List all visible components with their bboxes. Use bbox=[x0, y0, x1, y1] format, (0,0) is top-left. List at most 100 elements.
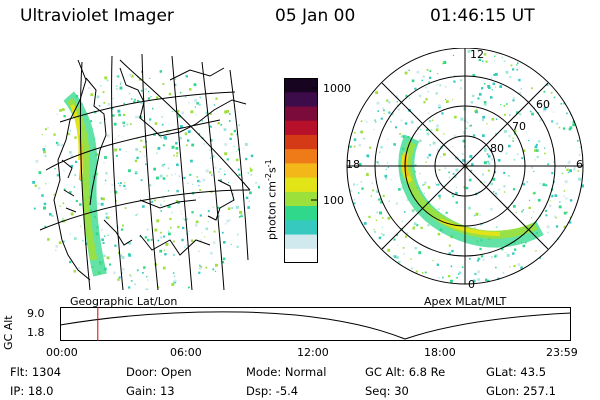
emission-speck bbox=[356, 183, 359, 186]
emission-speck bbox=[453, 175, 457, 178]
emission-speck bbox=[349, 145, 352, 148]
emission-speck bbox=[387, 216, 391, 220]
emission-speck bbox=[485, 278, 488, 281]
emission-speck bbox=[569, 199, 573, 202]
emission-speck bbox=[90, 93, 94, 97]
emission-speck bbox=[505, 252, 507, 253]
emission-speck bbox=[159, 133, 162, 136]
emission-speck bbox=[425, 86, 427, 89]
emission-speck bbox=[513, 158, 516, 161]
emission-speck bbox=[69, 191, 72, 194]
emission-speck bbox=[512, 68, 515, 71]
emission-speck bbox=[503, 104, 506, 107]
emission-speck bbox=[403, 253, 405, 255]
emission-speck bbox=[512, 140, 514, 142]
mlt-label-6: 6 bbox=[576, 158, 583, 171]
emission-speck bbox=[144, 236, 147, 239]
emission-speck bbox=[119, 83, 121, 85]
emission-speck bbox=[406, 198, 410, 201]
emission-speck bbox=[560, 103, 563, 105]
emission-speck bbox=[375, 219, 378, 221]
emission-speck bbox=[174, 279, 177, 283]
emission-speck bbox=[209, 125, 212, 127]
emission-speck bbox=[500, 104, 502, 106]
emission-speck bbox=[218, 170, 220, 173]
emission-speck bbox=[160, 210, 162, 212]
emission-speck bbox=[135, 170, 138, 173]
emission-speck bbox=[176, 155, 178, 157]
emission-speck bbox=[405, 232, 408, 235]
altitude-curve bbox=[60, 311, 572, 340]
emission-speck bbox=[73, 186, 75, 188]
emission-speck bbox=[135, 148, 139, 151]
emission-speck bbox=[104, 183, 106, 185]
emission-speck bbox=[468, 175, 470, 178]
emission-speck bbox=[119, 184, 121, 187]
emission-speck bbox=[533, 192, 536, 195]
emission-speck bbox=[63, 169, 65, 172]
emission-speck bbox=[157, 286, 160, 289]
emission-speck bbox=[139, 151, 141, 153]
emission-speck bbox=[230, 243, 232, 246]
emission-speck bbox=[128, 254, 132, 257]
emission-speck bbox=[568, 127, 572, 131]
emission-speck bbox=[249, 168, 253, 172]
emission-speck bbox=[484, 83, 486, 85]
emission-speck bbox=[179, 91, 182, 94]
emission-speck bbox=[424, 181, 427, 184]
emission-speck bbox=[255, 182, 257, 184]
emission-speck bbox=[173, 275, 176, 278]
emission-speck bbox=[103, 162, 105, 164]
emission-speck bbox=[534, 159, 536, 161]
emission-speck bbox=[127, 242, 130, 244]
emission-speck bbox=[384, 177, 388, 180]
emission-speck bbox=[428, 153, 431, 157]
emission-speck bbox=[581, 184, 584, 188]
emission-speck bbox=[153, 167, 156, 171]
emission-speck bbox=[383, 109, 385, 112]
emission-speck bbox=[47, 238, 50, 241]
emission-speck bbox=[398, 188, 401, 191]
emission-speck bbox=[106, 79, 109, 82]
emission-speck bbox=[483, 102, 487, 106]
emission-speck bbox=[196, 102, 199, 105]
emission-speck bbox=[79, 203, 82, 206]
emission-speck bbox=[462, 131, 466, 134]
emission-speck bbox=[470, 169, 473, 172]
emission-speck bbox=[467, 49, 471, 53]
emission-speck bbox=[360, 181, 362, 183]
emission-speck bbox=[163, 163, 166, 166]
emission-speck bbox=[376, 161, 379, 163]
emission-speck bbox=[539, 257, 541, 259]
emission-speck bbox=[422, 183, 425, 186]
emission-speck bbox=[392, 255, 395, 258]
emission-speck bbox=[465, 127, 468, 130]
emission-speck bbox=[436, 263, 440, 266]
emission-speck bbox=[225, 222, 227, 225]
emission-speck bbox=[115, 200, 117, 202]
emission-speck bbox=[62, 202, 65, 205]
emission-speck bbox=[498, 188, 501, 191]
emission-speck bbox=[128, 242, 132, 245]
time-label: 01:46:15 UT bbox=[430, 6, 535, 26]
emission-speck bbox=[187, 139, 190, 142]
emission-speck bbox=[122, 224, 124, 227]
emission-speck bbox=[199, 239, 202, 242]
emission-speck bbox=[513, 129, 517, 133]
emission-speck bbox=[175, 147, 179, 150]
emission-speck bbox=[51, 214, 54, 217]
emission-speck bbox=[122, 121, 125, 124]
geographic-latitude: GLat: 43.5 bbox=[486, 365, 547, 379]
emission-speck bbox=[174, 78, 177, 80]
emission-speck bbox=[539, 182, 541, 185]
emission-speck bbox=[147, 90, 150, 93]
emission-speck bbox=[56, 174, 60, 177]
emission-speck bbox=[473, 227, 477, 230]
emission-speck bbox=[360, 120, 363, 122]
emission-speck bbox=[414, 247, 417, 250]
emission-speck bbox=[190, 159, 193, 163]
emission-speck bbox=[180, 213, 183, 215]
emission-speck bbox=[235, 158, 239, 162]
emission-speck bbox=[368, 215, 371, 218]
emission-speck bbox=[159, 174, 163, 178]
